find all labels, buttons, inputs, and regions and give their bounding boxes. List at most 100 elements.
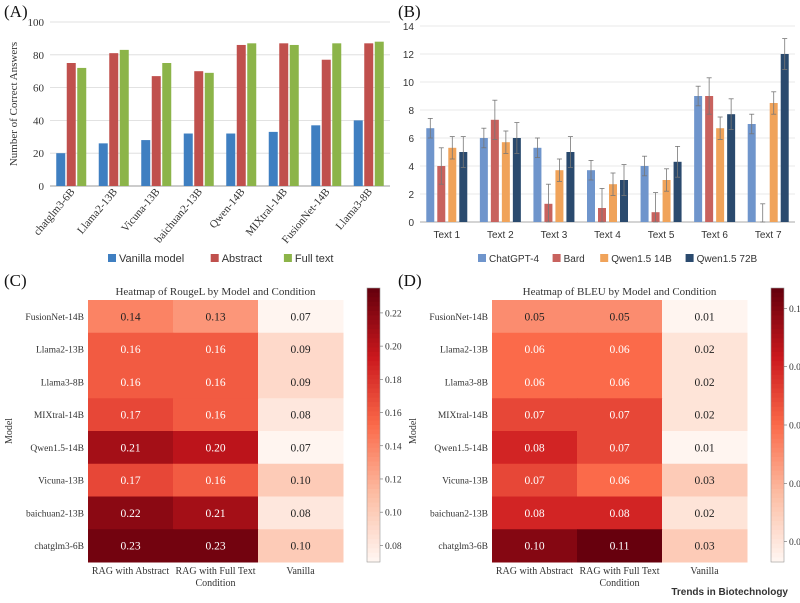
colorbar-tick-label: 0.12	[385, 475, 402, 485]
legend-label: Vanilla model	[119, 253, 184, 265]
bar-qwen1-5-14b-text-6	[716, 128, 725, 222]
colorbar-segment	[771, 356, 784, 362]
colorbar-segment	[367, 534, 380, 540]
x-tick-label: Text 1	[433, 230, 460, 241]
colorbar-segment	[771, 534, 784, 540]
cell-value-label: 0.10	[524, 541, 544, 553]
bar-chatgpt-4-text-1	[426, 128, 435, 222]
colorbar-segment	[367, 498, 380, 504]
heatmap-cell	[88, 529, 174, 563]
y-tick-label: 100	[28, 17, 45, 29]
bar-qwen1-5-72b-text-5	[673, 161, 682, 222]
y-tick-label: 14	[403, 22, 415, 33]
x-tick-label: Qwen-14B	[207, 186, 247, 231]
colorbar-segment	[367, 310, 380, 316]
colorbar-tick-label: 0.02	[789, 538, 800, 548]
heatmap-cell	[258, 496, 344, 530]
column-label: RAG with Abstract	[92, 566, 169, 577]
cell-value-label: 0.13	[205, 311, 225, 323]
cell-value-label: 0.21	[205, 508, 225, 520]
panel-a: (A) 0 20 40 60 80 100 Number of Correct Answers…	[4, 2, 390, 265]
colorbar-segment	[771, 406, 784, 412]
cell-value-label: 0.06	[609, 475, 629, 487]
row-label: Llama3-8B	[445, 378, 488, 388]
bar-qwen1-5-72b-text-2	[512, 138, 521, 222]
colorbar-tick-label: 0.10	[385, 509, 402, 519]
bar-full-text-fusionnet-14b	[332, 43, 342, 186]
cell-value-label: 0.08	[290, 410, 310, 422]
bar-vanilla-model-vicuna-13b	[141, 140, 151, 186]
heatmap-cell	[662, 496, 748, 530]
x-tick-label: Llama2-13B	[75, 186, 120, 236]
colorbar-segment	[367, 488, 380, 495]
bar-chatgpt-4-text-2	[479, 138, 488, 222]
heatmap-cell	[577, 332, 663, 366]
cell-value-label: 0.02	[694, 410, 714, 422]
colorbar-tick-label: 0.08	[789, 363, 800, 373]
heatmap-cell	[258, 365, 344, 399]
heatmap-cell	[662, 431, 748, 465]
panel-label-a: (A)	[4, 2, 28, 21]
colorbar-segment	[367, 530, 380, 536]
heatmap-cell	[492, 398, 578, 432]
colorbar-segment	[771, 374, 784, 380]
bar-chatgpt-4-text-5	[640, 166, 649, 222]
colorbar-segment	[771, 310, 784, 316]
colorbar-tick-label: 0.18	[385, 376, 402, 386]
colorbar-segment	[771, 393, 784, 399]
y-tick-label: 40	[33, 115, 45, 127]
journal-footer: Trends in Biotechnology	[671, 587, 788, 598]
colorbar-segment	[771, 493, 784, 499]
colorbar-tick-label: 0.22	[385, 309, 402, 319]
column-label: Vanilla	[286, 566, 315, 577]
colorbar-segment	[771, 333, 784, 339]
colorbar-segment	[367, 493, 380, 499]
heatmap-cell	[577, 431, 663, 465]
x-tick-label: Text 7	[755, 230, 782, 241]
colorbar-segment	[771, 388, 784, 394]
colorbar-segment	[367, 420, 380, 426]
heatmap-cell	[662, 529, 748, 563]
colorbar-segment	[367, 516, 380, 522]
heatmap-cell	[173, 496, 259, 530]
bar-full-text-qwen-14b	[247, 43, 257, 186]
colorbar-segment	[367, 461, 380, 467]
heatmap-cell	[88, 431, 174, 465]
colorbar-segment	[771, 292, 784, 298]
x-tick-label: Vicuna-13B	[119, 186, 162, 234]
colorbar-segment	[771, 338, 784, 344]
x-tick-label: Text 3	[541, 230, 568, 241]
cell-value-label: 0.16	[205, 410, 225, 422]
colorbar-segment	[367, 379, 380, 385]
colorbar-segment	[771, 456, 784, 463]
colorbar-tick-label: 0.16	[385, 409, 402, 419]
legend-label: Qwen1.5 14B	[611, 254, 672, 265]
colorbar-segment	[771, 438, 784, 444]
bar-full-text-llama3-8b	[374, 41, 384, 187]
colorbar-segment	[367, 539, 380, 545]
row-label: Qwen1.5-14B	[434, 444, 488, 454]
cell-value-label: 0.05	[524, 311, 544, 323]
colorbar-segment	[367, 342, 380, 348]
colorbar-segment	[771, 315, 784, 321]
cell-value-label: 0.07	[524, 475, 544, 487]
heatmap-cell	[173, 529, 259, 563]
cell-value-label: 0.07	[290, 311, 310, 323]
bar-qwen1-5-14b-text-7	[769, 103, 778, 222]
colorbar-segment	[367, 475, 380, 481]
column-label: RAG with Abstract	[496, 566, 573, 577]
colorbar-segment	[771, 484, 784, 490]
legend-swatch	[552, 254, 561, 262]
colorbar-segment	[771, 525, 784, 531]
colorbar-segment	[367, 456, 380, 463]
colorbar-segment	[367, 520, 380, 527]
row-label: Llama3-8B	[41, 378, 84, 388]
colorbar-segment	[367, 356, 380, 362]
heatmap-cell	[258, 300, 344, 334]
colorbar-frame	[366, 287, 381, 563]
heatmap-cell	[88, 398, 174, 432]
row-label: Llama2-13B	[440, 346, 488, 356]
colorbar-segment	[771, 470, 784, 476]
y-tick-label: 60	[33, 83, 45, 95]
cell-value-label: 0.07	[290, 442, 310, 454]
